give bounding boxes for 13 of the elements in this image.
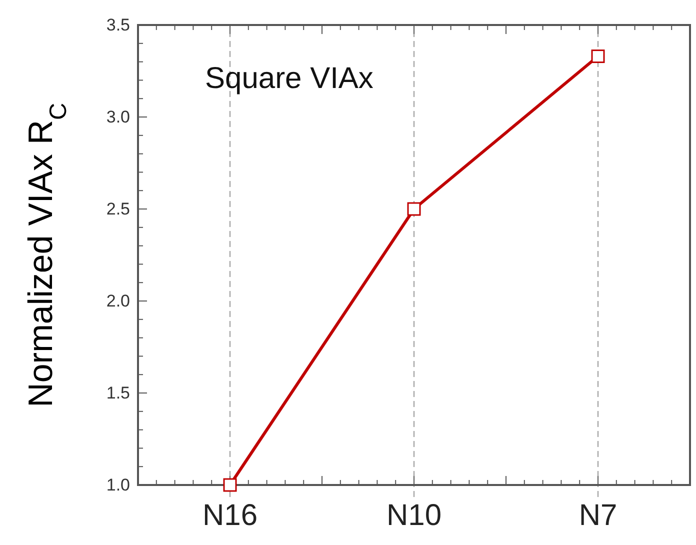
y-tick-label: 3.0: [106, 108, 130, 126]
y-tick-label: 2.0: [106, 292, 130, 310]
y-tick-label: 1.0: [106, 476, 130, 494]
x-tick-label: N16: [202, 499, 258, 532]
point: [223, 478, 237, 492]
point: [591, 50, 605, 64]
annotation: Square VIAx: [205, 62, 374, 95]
x-tick-label: N10: [386, 499, 442, 532]
y-tick-label: 3.5: [106, 16, 130, 34]
point: [407, 202, 421, 216]
y-tick-label: 2.5: [106, 200, 130, 218]
x-tick-label: N7: [578, 499, 618, 532]
y-tick-label: 1.5: [106, 384, 130, 402]
